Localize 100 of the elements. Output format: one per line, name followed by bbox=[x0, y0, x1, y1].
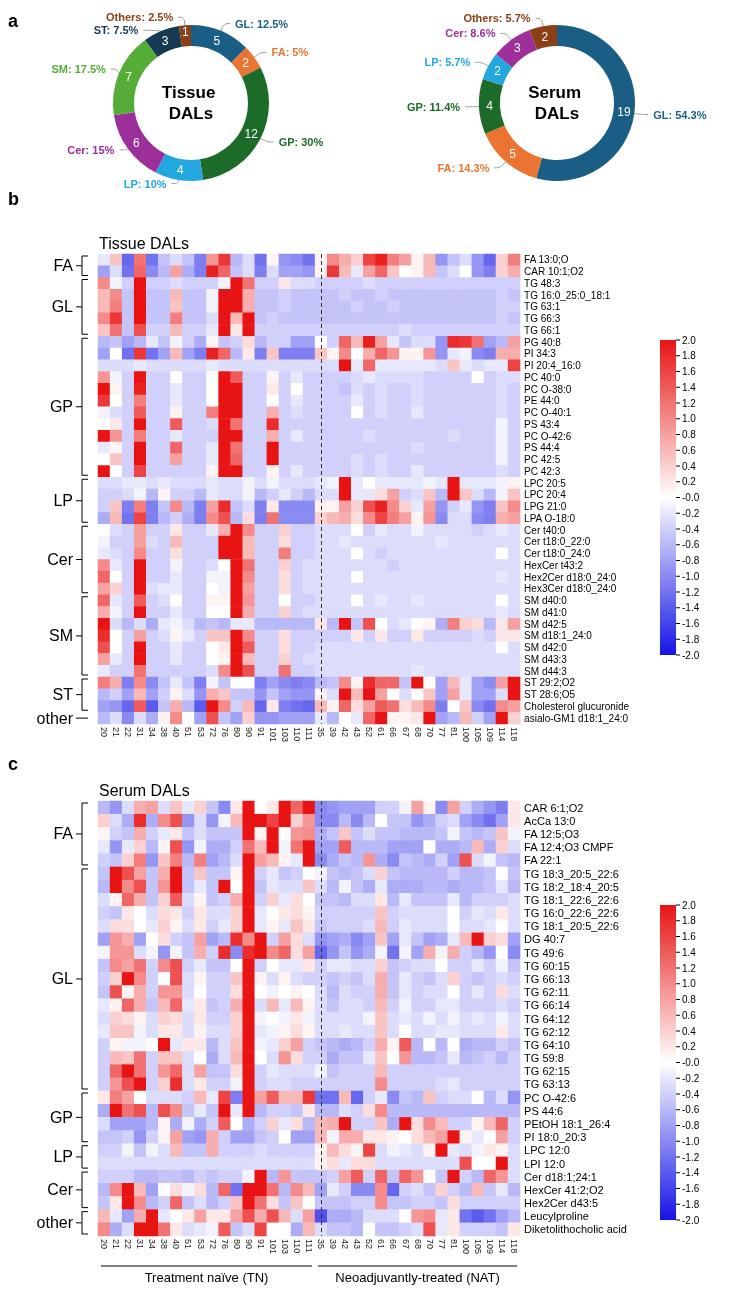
x-tick-label: 118 bbox=[509, 1239, 520, 1254]
text: Neoadjuvantly-treated (NAT) bbox=[335, 1270, 500, 1285]
slice-label: Others: 2.5% bbox=[106, 11, 174, 24]
color-bar-label: -0.4 bbox=[682, 523, 700, 535]
y-tick-label: PC O-42:6 bbox=[524, 1091, 577, 1104]
text: Cer bbox=[47, 1181, 74, 1199]
y-tick-label: PC O-38:0 bbox=[524, 383, 572, 395]
color-bar-label: 0.6 bbox=[682, 1009, 697, 1021]
x-tick-label: 70 bbox=[424, 1239, 435, 1250]
x-tick-label: 105 bbox=[472, 1239, 483, 1255]
y-tick-label: FA 22:1 bbox=[524, 854, 562, 867]
slice-label: LP: 5.7% bbox=[424, 56, 471, 69]
data-label: 4 bbox=[177, 162, 185, 177]
x-tick-label: 103 bbox=[279, 1239, 290, 1255]
y-tick-label: TG 49:6 bbox=[524, 946, 564, 959]
color-bar-label: 0.8 bbox=[682, 429, 697, 440]
color-bar-label: -0.6 bbox=[682, 539, 700, 551]
y-tick-label: PI 18:0_20:3 bbox=[524, 1131, 587, 1144]
slice-label: SM: 17.5% bbox=[51, 63, 107, 76]
x-tick-label: 101 bbox=[267, 1239, 278, 1255]
color-bar-label: 0.4 bbox=[682, 1025, 697, 1037]
text: c bbox=[8, 754, 19, 774]
y-tick-label: SM d18:1_24:0 bbox=[524, 630, 593, 642]
y-tick-label: PS 44:6 bbox=[524, 1104, 564, 1117]
text: a bbox=[8, 11, 19, 31]
slice-label: GP: 30% bbox=[278, 136, 324, 149]
x-tick-label: 22 bbox=[123, 727, 134, 738]
x-tick-label: 81 bbox=[448, 1239, 459, 1250]
x-tick-label: 52 bbox=[364, 727, 375, 738]
x-tick-label: 43 bbox=[352, 1239, 363, 1250]
x-tick-label: 52 bbox=[364, 1239, 375, 1250]
y-tick-label: LPC 20:4 bbox=[524, 489, 567, 501]
x-tick-label: 110 bbox=[291, 1239, 302, 1254]
color-bar-label: 1.0 bbox=[682, 413, 697, 425]
text: Serum DALs bbox=[528, 83, 586, 123]
color-bar-label: 0.2 bbox=[682, 476, 697, 488]
slice-label: Cer: 15% bbox=[67, 143, 115, 156]
y-tick-label: DG 40:7 bbox=[524, 933, 566, 946]
color-bar-label: -0.4 bbox=[682, 1088, 700, 1100]
data-label: 3 bbox=[513, 41, 521, 56]
color-bar-label: 1.8 bbox=[682, 915, 697, 927]
x-tick-label: 35 bbox=[316, 727, 327, 738]
color-bar-label: 1.6 bbox=[682, 931, 697, 942]
y-tick-label: SM d42:5 bbox=[524, 618, 568, 630]
y-tick-label: PC 42:3 bbox=[524, 465, 561, 477]
color-bar-label: -1.0 bbox=[682, 1135, 700, 1147]
text: Treatment naïve (TN) bbox=[144, 1270, 269, 1285]
x-tick-label: 80 bbox=[231, 727, 242, 738]
text: Cer bbox=[47, 551, 74, 568]
color-bar-label: -1.4 bbox=[682, 602, 700, 614]
x-tick-label: 70 bbox=[424, 727, 435, 738]
y-tick-label: TG 60:15 bbox=[524, 959, 570, 972]
color-bar-label: -1.6 bbox=[682, 1183, 700, 1194]
x-tick-label: 66 bbox=[388, 727, 399, 738]
y-tick-label: PI 34:3 bbox=[524, 348, 557, 360]
x-tick-label: 51 bbox=[183, 1239, 194, 1250]
y-tick-label: TG 16:0_25:0_18:1 bbox=[524, 289, 611, 301]
color-bar-label: -0.0 bbox=[682, 492, 700, 503]
color-bar-label: 1.4 bbox=[682, 381, 697, 393]
slice-label: GP: 11.4% bbox=[406, 100, 461, 113]
y-tick-label: Cer d18:1;24:1 bbox=[524, 1170, 597, 1183]
y-tick-label: LPA O-18:0 bbox=[524, 512, 576, 524]
y-tick-label: TG 64:10 bbox=[524, 1038, 570, 1051]
x-tick-label: 81 bbox=[448, 727, 459, 738]
y-tick-label: TG 62:11 bbox=[524, 986, 570, 999]
x-tick-label: 100 bbox=[460, 727, 471, 743]
x-tick-label: 38 bbox=[159, 727, 170, 738]
x-tick-label: 90 bbox=[243, 727, 254, 738]
color-bar-label: 0.6 bbox=[682, 444, 697, 456]
x-tick-label: 101 bbox=[267, 727, 278, 743]
text: SM bbox=[49, 627, 73, 645]
y-tick-label: TG 62:15 bbox=[524, 1065, 570, 1078]
x-tick-label: 110 bbox=[291, 727, 302, 742]
y-tick-label: Hex2Cer d18:0_24:0 bbox=[524, 571, 617, 583]
color-bar-label: -1.2 bbox=[682, 1151, 700, 1163]
x-tick-label: 77 bbox=[436, 727, 447, 738]
y-tick-label: LPI 12:0 bbox=[524, 1157, 566, 1170]
y-tick-label: TG 16:0_22:6_22:6 bbox=[524, 907, 619, 920]
color-bar-label: -1.4 bbox=[682, 1167, 700, 1179]
x-tick-label: 67 bbox=[400, 1239, 411, 1250]
x-tick-label: 109 bbox=[484, 727, 495, 743]
text: GL bbox=[51, 298, 74, 316]
x-tick-label: 105 bbox=[472, 727, 483, 743]
y-tick-label: PC O-42:6 bbox=[524, 430, 572, 442]
color-bar-label: -0.2 bbox=[682, 1072, 700, 1084]
x-tick-label: 90 bbox=[243, 1239, 254, 1250]
y-tick-label: TG 18:1_22:6_22:6 bbox=[524, 893, 619, 906]
y-tick-label: TG 66:14 bbox=[524, 999, 570, 1012]
x-tick-label: 67 bbox=[400, 727, 411, 738]
x-tick-label: 20 bbox=[99, 727, 110, 738]
data-label: 5 bbox=[213, 33, 221, 48]
x-tick-label: 35 bbox=[316, 1239, 327, 1250]
x-tick-label: 34 bbox=[147, 727, 158, 738]
x-tick-label: 77 bbox=[436, 1239, 447, 1250]
color-bar-label: -1.6 bbox=[682, 618, 700, 629]
color-bar-label: -0.6 bbox=[682, 1104, 700, 1116]
x-tick-label: 43 bbox=[352, 727, 363, 738]
x-tick-label: 22 bbox=[123, 1239, 134, 1250]
color-bar-label: 1.2 bbox=[682, 397, 697, 409]
y-tick-label: TG 63:13 bbox=[524, 1078, 570, 1091]
